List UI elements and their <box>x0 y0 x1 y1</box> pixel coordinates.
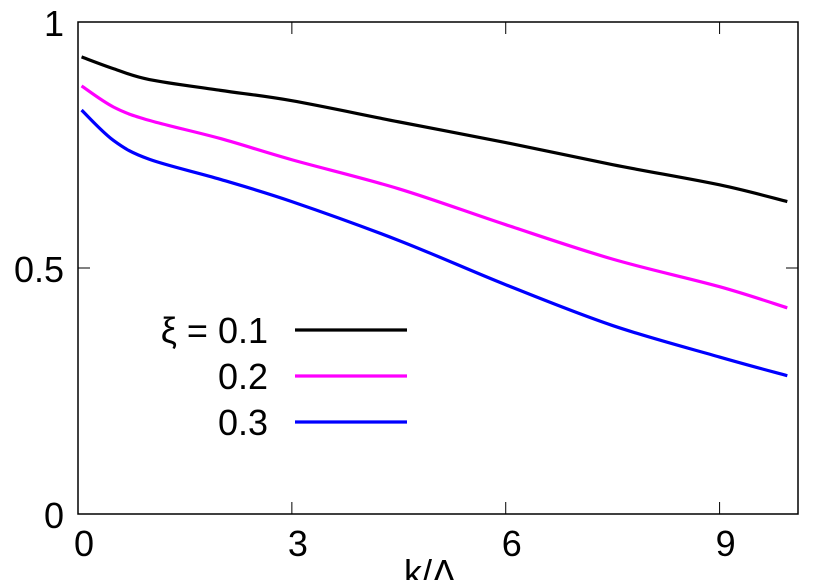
x-axis-label: k/Λ <box>404 552 456 580</box>
x-tick-labels: 0 3 6 9 <box>74 523 736 564</box>
x-tick-label: 6 <box>502 523 522 564</box>
y-tick-label: 0 <box>44 495 64 536</box>
x-tick-label: 0 <box>74 523 94 564</box>
x-tick-label: 9 <box>716 523 736 564</box>
y-tick-labels: 00.51 <box>14 3 64 536</box>
y-tick-label: 0.5 <box>14 249 64 290</box>
legend-label: 0.3 <box>218 402 268 443</box>
legend-label: 0.2 <box>218 356 268 397</box>
series-lines <box>80 55 788 378</box>
series-line-0.3 <box>80 108 788 378</box>
plot-frame <box>77 21 799 515</box>
series-line-0.2 <box>80 84 788 310</box>
legend-label: ξ = 0.1 <box>161 310 268 351</box>
legend: ξ = 0.1 0.2 0.3 <box>161 310 407 443</box>
y-tick-label: 1 <box>44 3 64 44</box>
x-tick-label: 3 <box>288 523 308 564</box>
series-line-0.1 <box>81 55 788 204</box>
axis-ticks <box>78 22 798 514</box>
